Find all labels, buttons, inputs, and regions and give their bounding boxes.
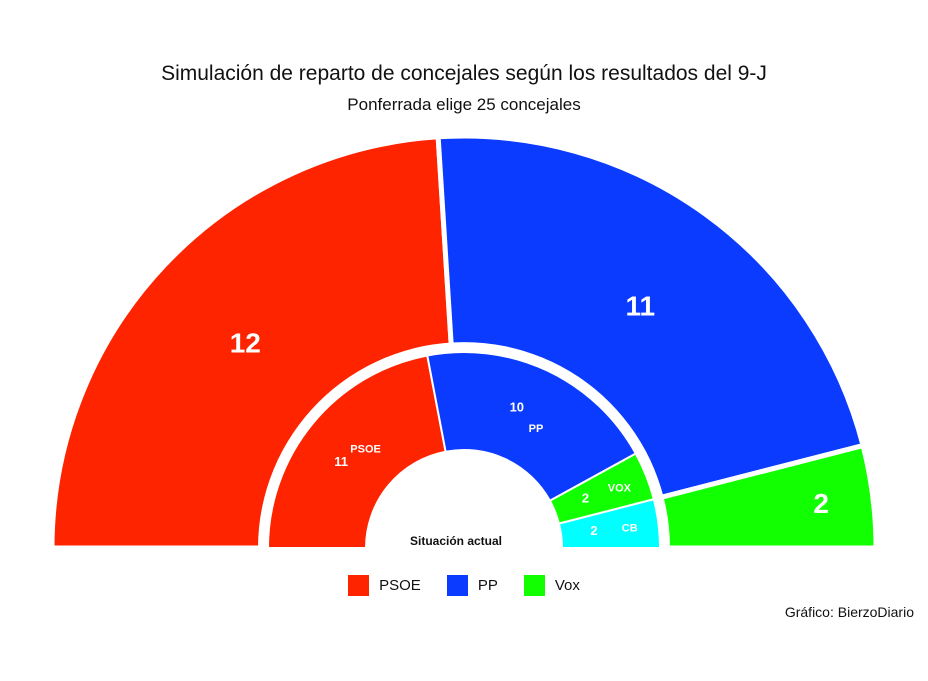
- outer-label-psoe: 12: [230, 328, 261, 359]
- inner-slice-pp: [426, 351, 638, 503]
- legend-item-pp[interactable]: PP: [446, 575, 498, 596]
- inner-value-cb: 2: [590, 523, 597, 538]
- legend-swatch: [348, 575, 370, 596]
- inner-party-cb: CB: [622, 522, 638, 534]
- legend-label: PSOE: [379, 577, 421, 594]
- inner-party-psoe: PSOE: [350, 443, 381, 455]
- legend-item-vox[interactable]: Vox: [523, 575, 580, 596]
- inner-slice-psoe: [266, 354, 447, 549]
- inner-slice-cb: [557, 498, 662, 549]
- inner-party-vox: VOX: [608, 482, 632, 494]
- center-label: Situación actual: [410, 534, 502, 548]
- inner-value-vox: 2: [582, 490, 589, 505]
- inner-value-psoe: 11: [334, 454, 348, 469]
- inner-value-pp: 10: [510, 400, 524, 415]
- legend: PSOE PP Vox: [0, 575, 928, 596]
- outer-label-vox: 2: [813, 488, 829, 519]
- legend-item-psoe[interactable]: PSOE: [348, 575, 421, 596]
- chart-subtitle: Ponferrada elige 25 concejales: [347, 95, 581, 114]
- center-hole: [367, 451, 561, 548]
- inner-party-pp: PP: [529, 423, 544, 435]
- legend-swatch: [523, 575, 545, 596]
- legend-label: Vox: [554, 577, 580, 594]
- chart-title: Simulación de reparto de concejales segú…: [161, 62, 767, 85]
- legend-label: PP: [477, 577, 498, 594]
- credit-text: Gráfico: BierzoDiario: [784, 604, 914, 620]
- outer-label-pp: 11: [626, 290, 656, 321]
- legend-swatch: [446, 575, 468, 596]
